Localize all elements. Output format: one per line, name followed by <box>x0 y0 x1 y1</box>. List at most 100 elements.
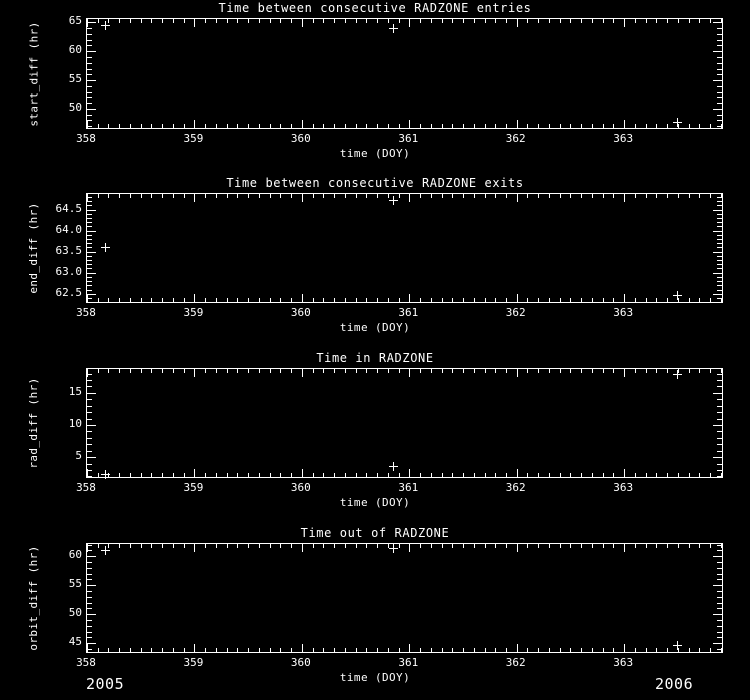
xtick-top <box>301 19 303 27</box>
xtick-top <box>248 19 250 23</box>
xtick-bottom <box>355 473 357 477</box>
ytick-right <box>717 74 722 76</box>
xtick-bottom <box>377 124 379 128</box>
ytick-right <box>713 457 722 459</box>
xtick-bottom <box>172 648 174 652</box>
xtick-label: 358 <box>76 481 96 494</box>
xtick-top <box>548 369 550 373</box>
ytick-left <box>87 103 92 105</box>
xtick-bottom <box>441 124 443 128</box>
xtick-top <box>688 369 690 373</box>
panel-title-4: Time out of RADZONE <box>300 526 450 540</box>
xtick-top <box>570 544 572 548</box>
ytick-label: 55 <box>68 72 82 86</box>
ytick-right <box>717 405 722 407</box>
ytick-right <box>717 469 722 471</box>
ytick-left <box>87 405 92 407</box>
ytick-right <box>717 302 722 304</box>
xtick-bottom <box>602 124 604 128</box>
xtick-label: 358 <box>76 656 96 669</box>
xtick-top <box>656 369 658 373</box>
xtick-top <box>452 19 454 23</box>
xtick-top <box>215 194 217 198</box>
ytick-left <box>87 567 92 569</box>
ytick-right <box>717 222 722 224</box>
xtick-bottom <box>473 648 475 652</box>
ytick-left <box>87 62 92 64</box>
xaxis-title-1: time (DOY) <box>339 147 411 160</box>
xtick-bottom <box>344 124 346 128</box>
ytick-left <box>87 205 92 207</box>
xtick-bottom <box>194 294 196 302</box>
xtick-top <box>699 369 701 373</box>
ytick-left <box>87 51 96 53</box>
xtick-bottom <box>312 298 314 302</box>
ytick-right <box>717 373 722 375</box>
panel-title-3: Time in RADZONE <box>316 351 434 365</box>
xaxis-title-3: time (DOY) <box>339 496 411 509</box>
xtick-bottom <box>699 473 701 477</box>
xtick-top <box>312 369 314 373</box>
xtick-label: 363 <box>613 132 634 145</box>
xtick-top <box>172 369 174 373</box>
ytick-right <box>717 260 722 262</box>
xtick-top <box>570 19 572 23</box>
xtick-bottom <box>516 469 518 477</box>
ytick-left <box>87 556 96 558</box>
xtick-top <box>613 19 615 23</box>
ytick-left <box>87 431 92 433</box>
xtick-bottom <box>463 473 464 477</box>
ytick-right <box>717 239 722 241</box>
xtick-bottom <box>613 473 615 477</box>
xtick-top <box>162 369 164 373</box>
ytick-right <box>717 126 722 128</box>
xtick-top <box>87 369 88 377</box>
ytick-right <box>717 276 722 278</box>
xtick-bottom <box>248 473 250 477</box>
xtick-bottom <box>624 120 626 128</box>
xtick-top <box>377 369 379 373</box>
xtick-top <box>484 194 486 198</box>
ytick-right <box>717 39 722 41</box>
xtick-label: 362 <box>505 481 526 494</box>
xtick-top <box>129 19 131 23</box>
xtick-bottom <box>452 124 454 128</box>
ytick-left <box>87 544 92 546</box>
ytick-left <box>87 648 92 650</box>
xtick-bottom <box>495 648 497 652</box>
xtick-bottom <box>409 469 411 477</box>
xtick-top <box>548 194 550 198</box>
xtick-bottom <box>710 648 712 652</box>
ytick-label: 50 <box>68 100 82 114</box>
xtick-top <box>452 369 454 373</box>
yaxis-title-4: orbit_diff (hr) <box>27 545 40 651</box>
xtick-top <box>441 194 443 198</box>
xtick-bottom <box>323 298 325 302</box>
xtick-top <box>108 544 110 548</box>
ytick-right <box>717 114 722 116</box>
xtick-top <box>548 19 550 23</box>
xtick-bottom <box>366 648 368 652</box>
xtick-top <box>366 544 368 548</box>
xtick-bottom <box>656 298 658 302</box>
ytick-left <box>87 226 92 228</box>
xaxis-title-2: time (DOY) <box>339 321 411 334</box>
xtick-bottom <box>301 469 303 477</box>
xtick-bottom <box>366 473 368 477</box>
xtick-top <box>194 19 196 27</box>
xtick-bottom <box>634 473 636 477</box>
ytick-left <box>87 444 92 446</box>
xtick-top <box>269 544 271 548</box>
xtick-top <box>570 369 572 373</box>
xtick-bottom <box>398 648 400 652</box>
xtick-bottom <box>581 473 583 477</box>
xtick-top <box>602 369 604 373</box>
ytick-right <box>717 234 722 236</box>
xtick-bottom <box>538 298 540 302</box>
data-point-marker <box>388 544 398 554</box>
xtick-top <box>312 19 314 23</box>
xtick-top <box>183 194 185 198</box>
ytick-label: 62.5 <box>55 285 83 299</box>
ytick-left <box>87 108 96 110</box>
xtick-top <box>108 19 110 23</box>
